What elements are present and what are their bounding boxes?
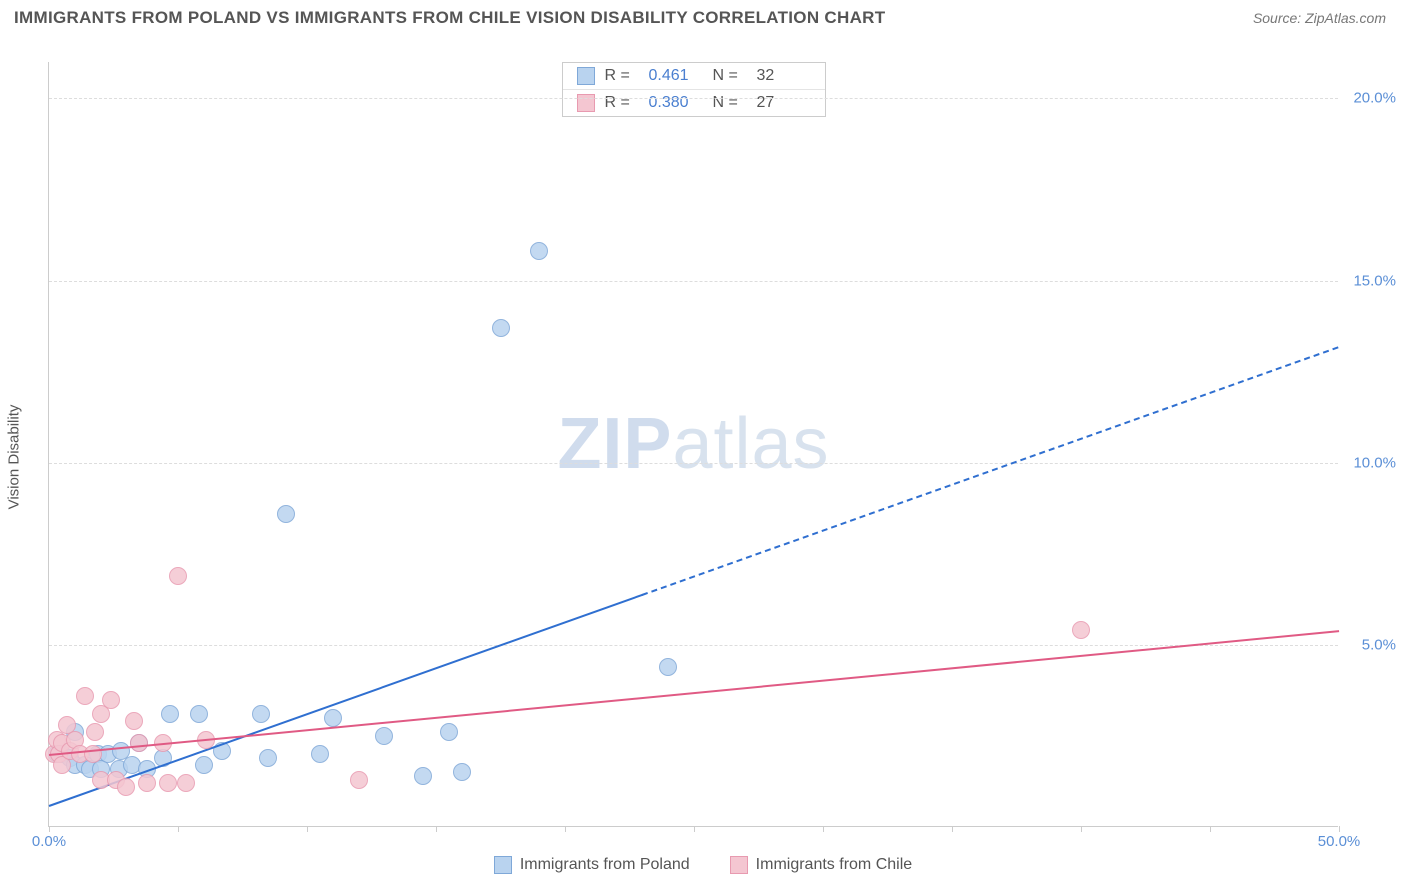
trend-line [49, 630, 1339, 756]
series-legend: Immigrants from Poland Immigrants from C… [0, 856, 1406, 874]
chart-container: Vision Disability ZIPatlas R = 0.461 N =… [0, 32, 1406, 882]
x-tick-mark [1210, 826, 1211, 832]
legend-item-chile: Immigrants from Chile [730, 856, 912, 874]
y-tick-label: 20.0% [1353, 90, 1396, 107]
x-tick-mark [178, 826, 179, 832]
grid-line [49, 463, 1338, 464]
data-point-chile [159, 774, 177, 792]
data-point-chile [117, 778, 135, 796]
trend-line [642, 346, 1339, 596]
data-point-poland [440, 723, 458, 741]
data-point-poland [530, 242, 548, 260]
r-value-chile: 0.380 [649, 94, 703, 112]
data-point-poland [190, 705, 208, 723]
data-point-chile [130, 734, 148, 752]
source-prefix: Source: [1253, 10, 1305, 26]
data-point-chile [169, 567, 187, 585]
n-label: N = [713, 67, 747, 85]
n-value-chile: 27 [757, 94, 811, 112]
x-tick-mark [823, 826, 824, 832]
x-tick-mark [307, 826, 308, 832]
data-point-poland [375, 727, 393, 745]
data-point-poland [492, 319, 510, 337]
header: IMMIGRANTS FROM POLAND VS IMMIGRANTS FRO… [0, 0, 1406, 32]
data-point-chile [177, 774, 195, 792]
data-point-poland [453, 763, 471, 781]
data-point-chile [350, 771, 368, 789]
chart-title: IMMIGRANTS FROM POLAND VS IMMIGRANTS FRO… [14, 8, 885, 28]
legend-row-chile: R = 0.380 N = 27 [563, 89, 825, 116]
r-value-poland: 0.461 [649, 67, 703, 85]
y-tick-label: 5.0% [1362, 636, 1396, 653]
data-point-chile [86, 723, 104, 741]
swatch-poland-icon [494, 856, 512, 874]
data-point-poland [659, 658, 677, 676]
source-attribution: Source: ZipAtlas.com [1253, 10, 1386, 26]
legend-item-poland: Immigrants from Poland [494, 856, 690, 874]
source-name: ZipAtlas.com [1305, 10, 1386, 26]
data-point-chile [125, 712, 143, 730]
y-tick-label: 10.0% [1353, 454, 1396, 471]
watermark-atlas: atlas [672, 404, 829, 484]
data-point-chile [84, 745, 102, 763]
x-tick-mark [49, 826, 50, 832]
data-point-poland [414, 767, 432, 785]
grid-line [49, 645, 1338, 646]
n-value-poland: 32 [757, 67, 811, 85]
x-tick-label: 0.0% [32, 833, 66, 850]
x-tick-mark [565, 826, 566, 832]
x-tick-mark [1081, 826, 1082, 832]
data-point-poland [277, 505, 295, 523]
grid-line [49, 281, 1338, 282]
watermark: ZIPatlas [557, 403, 829, 485]
swatch-chile-icon [730, 856, 748, 874]
x-tick-mark [694, 826, 695, 832]
r-label: R = [605, 94, 639, 112]
data-point-poland [311, 745, 329, 763]
x-tick-mark [952, 826, 953, 832]
data-point-poland [252, 705, 270, 723]
r-label: R = [605, 67, 639, 85]
grid-line [49, 98, 1338, 99]
legend-label-chile: Immigrants from Chile [756, 856, 912, 874]
x-tick-label: 50.0% [1318, 833, 1361, 850]
data-point-chile [76, 687, 94, 705]
data-point-poland [259, 749, 277, 767]
data-point-poland [161, 705, 179, 723]
data-point-poland [324, 709, 342, 727]
trend-line [49, 594, 643, 807]
y-tick-label: 15.0% [1353, 272, 1396, 289]
data-point-poland [195, 756, 213, 774]
data-point-chile [138, 774, 156, 792]
data-point-chile [102, 691, 120, 709]
watermark-zip: ZIP [557, 404, 672, 484]
legend-label-poland: Immigrants from Poland [520, 856, 690, 874]
swatch-poland [577, 67, 595, 85]
x-tick-mark [1339, 826, 1340, 832]
y-axis-label: Vision Disability [6, 405, 23, 510]
legend-row-poland: R = 0.461 N = 32 [563, 63, 825, 89]
data-point-chile [1072, 621, 1090, 639]
correlation-legend: R = 0.461 N = 32 R = 0.380 N = 27 [562, 62, 826, 117]
x-tick-mark [436, 826, 437, 832]
swatch-chile [577, 94, 595, 112]
n-label: N = [713, 94, 747, 112]
plot-area: ZIPatlas R = 0.461 N = 32 R = 0.380 N = … [48, 62, 1338, 827]
